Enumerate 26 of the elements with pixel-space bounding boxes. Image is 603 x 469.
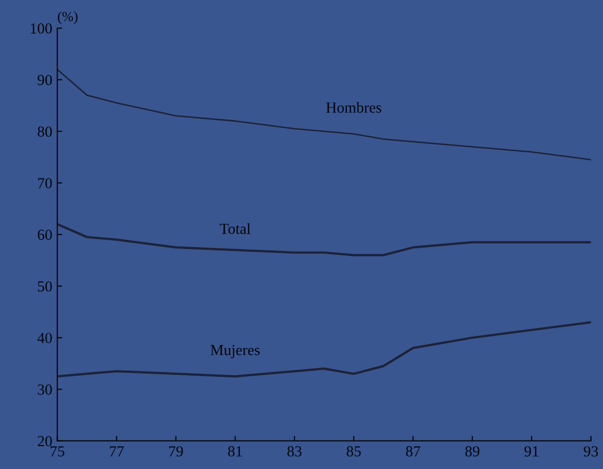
y-tick-label: 90 <box>38 74 52 86</box>
y-tick-label: 40 <box>37 332 52 344</box>
y-tick-label: 100 <box>30 23 52 34</box>
line-series <box>57 321 591 378</box>
y-tick-label: 20 <box>38 436 52 446</box>
x-tick-label: 93 <box>584 446 598 456</box>
x-tick-label: 91 <box>524 446 538 456</box>
y-tick-label: 50 <box>38 281 52 292</box>
y-axis-title: (%) <box>58 11 78 24</box>
series-label: Hombres <box>326 102 382 113</box>
x-tick-label: 83 <box>287 446 302 456</box>
x-tick-label: 75 <box>50 446 64 456</box>
y-tick-label: 30 <box>38 384 52 395</box>
y-tick-label: 60 <box>38 230 52 240</box>
x-tick-label: 81 <box>228 446 242 456</box>
x-tick-label: 89 <box>465 446 480 456</box>
line-series <box>57 68 591 160</box>
line-series <box>57 223 591 256</box>
y-tick-label: 70 <box>38 178 52 188</box>
series-label: Total <box>220 223 250 234</box>
x-tick-label: 87 <box>406 446 420 456</box>
x-tick-label: 79 <box>169 446 183 456</box>
series-label: Mujeres <box>210 344 260 358</box>
x-tick-label: 85 <box>346 446 361 456</box>
y-tick-label: 80 <box>38 126 52 137</box>
x-tick-label: 77 <box>110 446 124 456</box>
